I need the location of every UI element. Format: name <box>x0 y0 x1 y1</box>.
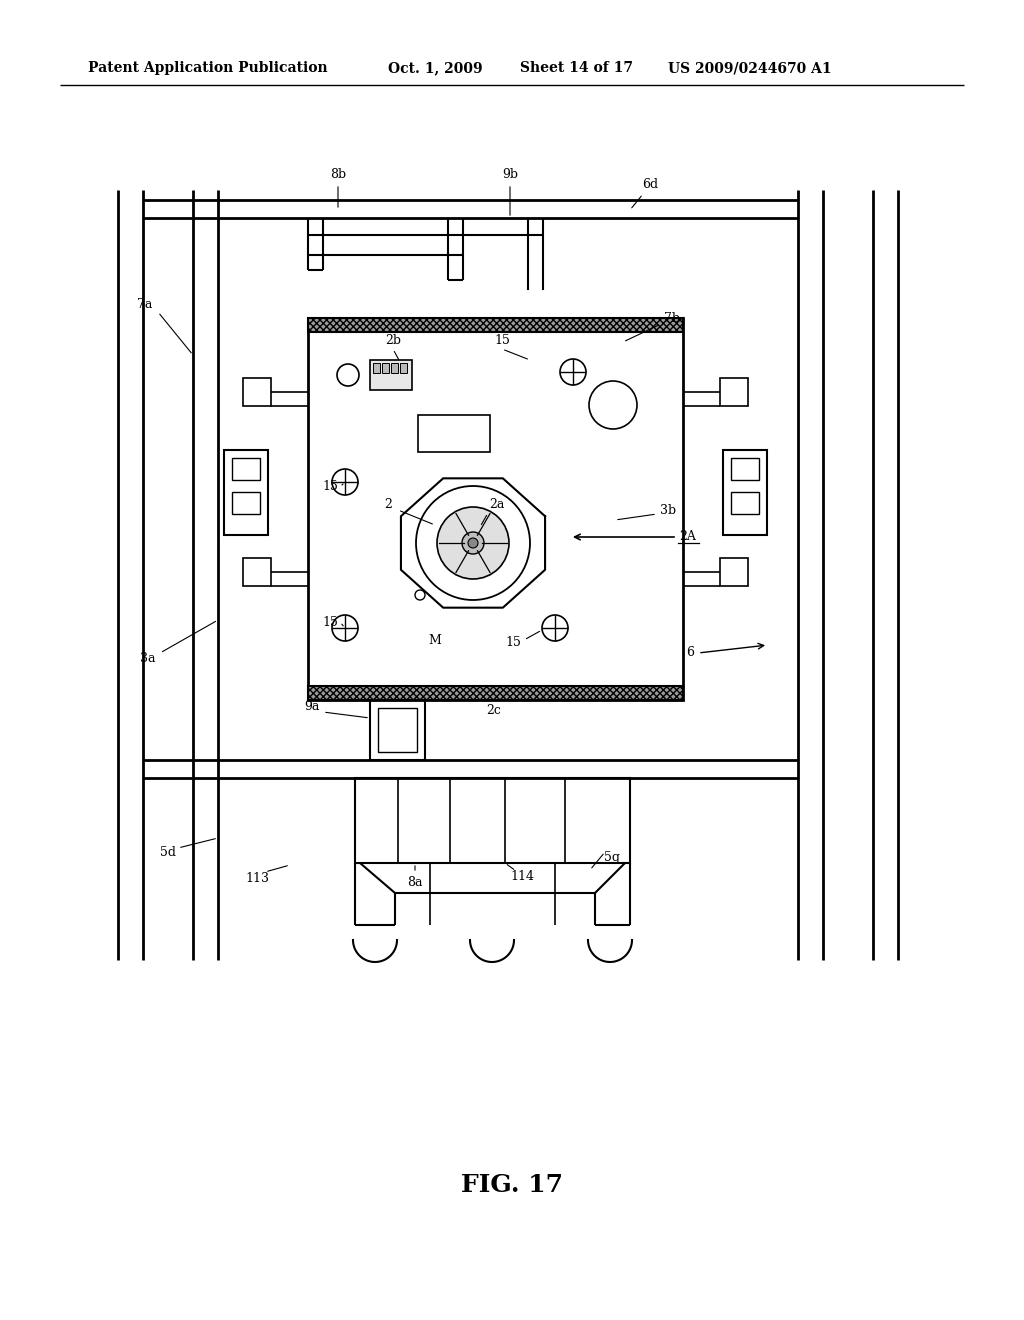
Text: 113: 113 <box>245 871 269 884</box>
Text: 9b: 9b <box>502 169 518 181</box>
Bar <box>355 777 630 863</box>
Bar <box>382 363 389 374</box>
Text: 6d: 6d <box>642 178 658 191</box>
Bar <box>720 558 748 586</box>
Text: 5d: 5d <box>160 846 176 859</box>
Bar <box>308 318 683 700</box>
Text: 7a: 7a <box>137 298 153 312</box>
Bar <box>720 378 748 407</box>
Text: 2a: 2a <box>489 499 505 511</box>
Bar <box>731 492 759 513</box>
Bar <box>232 492 260 513</box>
Text: 2A: 2A <box>680 531 696 544</box>
Bar <box>418 414 490 451</box>
Text: 9a: 9a <box>304 701 319 714</box>
Bar <box>370 700 425 760</box>
Text: 3a: 3a <box>140 652 156 664</box>
Text: FIG. 17: FIG. 17 <box>461 1173 563 1197</box>
Circle shape <box>462 532 484 554</box>
Bar <box>378 708 417 752</box>
Text: 6: 6 <box>686 645 694 659</box>
Bar <box>308 686 683 700</box>
Bar <box>308 318 683 333</box>
Bar <box>731 458 759 480</box>
Text: 8a: 8a <box>408 875 423 888</box>
Text: 15: 15 <box>323 480 338 494</box>
Bar <box>391 363 398 374</box>
Text: 2b: 2b <box>385 334 401 346</box>
Text: 3b: 3b <box>659 503 676 516</box>
Bar <box>243 558 271 586</box>
Text: US 2009/0244670 A1: US 2009/0244670 A1 <box>668 61 831 75</box>
Circle shape <box>437 507 509 579</box>
Bar <box>370 360 412 389</box>
Text: Oct. 1, 2009: Oct. 1, 2009 <box>388 61 482 75</box>
Text: Patent Application Publication: Patent Application Publication <box>88 61 328 75</box>
Text: 5g: 5g <box>604 851 620 865</box>
Text: M: M <box>429 634 441 647</box>
Bar <box>224 450 268 535</box>
Text: 8b: 8b <box>330 169 346 181</box>
Text: 2: 2 <box>384 499 392 511</box>
Bar <box>232 458 260 480</box>
Text: 15: 15 <box>323 615 338 628</box>
Text: 15: 15 <box>494 334 510 346</box>
Text: 15: 15 <box>505 636 521 649</box>
Bar <box>400 363 407 374</box>
Circle shape <box>468 539 478 548</box>
Text: 7b: 7b <box>664 312 680 325</box>
Text: Sheet 14 of 17: Sheet 14 of 17 <box>520 61 633 75</box>
Bar <box>243 378 271 407</box>
Bar <box>723 450 767 535</box>
Bar <box>373 363 380 374</box>
Text: 2c: 2c <box>486 704 502 717</box>
Text: 114: 114 <box>510 870 534 883</box>
